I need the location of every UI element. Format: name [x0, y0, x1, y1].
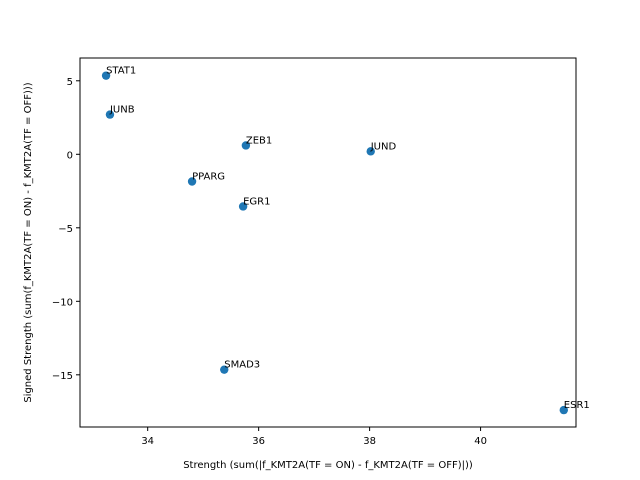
- data-point: [238, 202, 248, 211]
- y-tick-label: 0: [67, 150, 73, 161]
- data-point: [366, 147, 375, 156]
- y-tick-label: 5: [67, 77, 73, 88]
- point-label: SMAD3: [224, 360, 260, 371]
- point-label: STAT1: [106, 66, 136, 77]
- x-tick-label: 34: [141, 436, 154, 447]
- point-labels: STAT1 JUNB ZEB1 JUND PPARG EGR1 SMAD3 ESR1: [106, 66, 590, 411]
- y-tick-label: −5: [58, 224, 73, 235]
- data-point: [241, 141, 251, 150]
- y-axis: 5 0 −5 −10 −15: [52, 77, 80, 382]
- x-tick-label: 40: [474, 436, 487, 447]
- data-point: [105, 110, 115, 119]
- point-label: EGR1: [243, 196, 270, 207]
- plot-marks: [101, 71, 568, 415]
- x-axis: 34 36 38 40: [141, 427, 487, 447]
- plot-frame: [79, 57, 577, 428]
- point-label: JUNB: [109, 105, 135, 116]
- data-point: [187, 177, 197, 186]
- data-point: [559, 405, 568, 415]
- data-point: [101, 71, 111, 80]
- point-label: ZEB1: [246, 135, 272, 146]
- data-point: [220, 365, 229, 374]
- y-tick-label: −10: [52, 297, 73, 308]
- y-axis-label: Signed Strength (sum(f_KMT2A(TF = ON) - …: [23, 82, 34, 402]
- x-tick-label: 36: [252, 436, 265, 447]
- point-label: JUND: [370, 141, 397, 152]
- y-tick-label: −15: [52, 371, 73, 382]
- x-axis-label: Strength (sum(|f_KMT2A(TF = ON) - f_KMT2…: [183, 460, 473, 471]
- point-label: PPARG: [192, 171, 225, 182]
- point-label: ESR1: [564, 400, 590, 411]
- x-tick-label: 38: [363, 436, 376, 447]
